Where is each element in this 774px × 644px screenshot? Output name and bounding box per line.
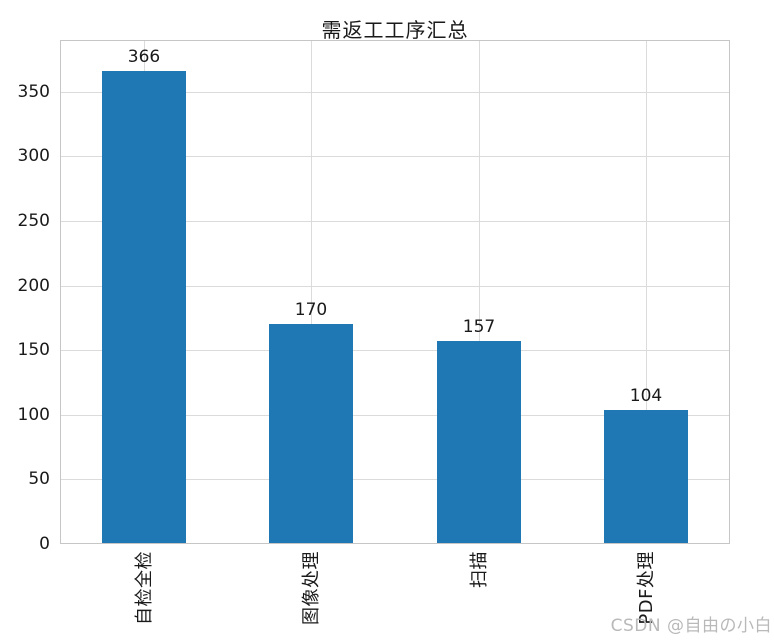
gridline-horizontal (61, 285, 729, 287)
bar-value-label: 170 (294, 300, 328, 321)
x-axis-tick-label: 自检全检 (134, 551, 155, 625)
gridline-horizontal (61, 479, 729, 481)
bar-value-label: 104 (629, 385, 663, 406)
y-axis-tick-label: 100 (17, 404, 50, 425)
y-axis-tick-label: 200 (17, 275, 50, 296)
y-axis-tick-label: 300 (17, 146, 50, 167)
y-axis-tick-label: 150 (17, 340, 50, 361)
gridline-horizontal (61, 220, 729, 222)
y-axis-tick-label: 250 (17, 210, 50, 231)
gridline-vertical (646, 41, 647, 543)
y-axis-tick-label: 0 (39, 534, 50, 554)
bar-1 (102, 71, 186, 543)
x-axis-tick-label: 图像处理 (301, 551, 322, 625)
gridline-vertical (479, 41, 480, 543)
gridline-vertical (311, 41, 312, 543)
chart-title: 需返工工序汇总 (321, 18, 469, 42)
y-axis-tick-label: 350 (17, 81, 50, 102)
x-axis-tick-label: 扫描 (469, 551, 490, 588)
gridline-horizontal (61, 91, 729, 93)
bar-value-label: 157 (462, 317, 496, 338)
gridline-horizontal (61, 350, 729, 352)
bar-value-label: 366 (127, 47, 161, 67)
watermark: CSDN @自由の小白 (610, 616, 772, 636)
bar-3 (437, 341, 521, 543)
bar-4 (604, 409, 688, 543)
bar-2 (269, 324, 353, 543)
y-axis-tick-label: 50 (28, 469, 50, 490)
gridline-horizontal (61, 156, 729, 158)
gridline-horizontal (61, 414, 729, 416)
